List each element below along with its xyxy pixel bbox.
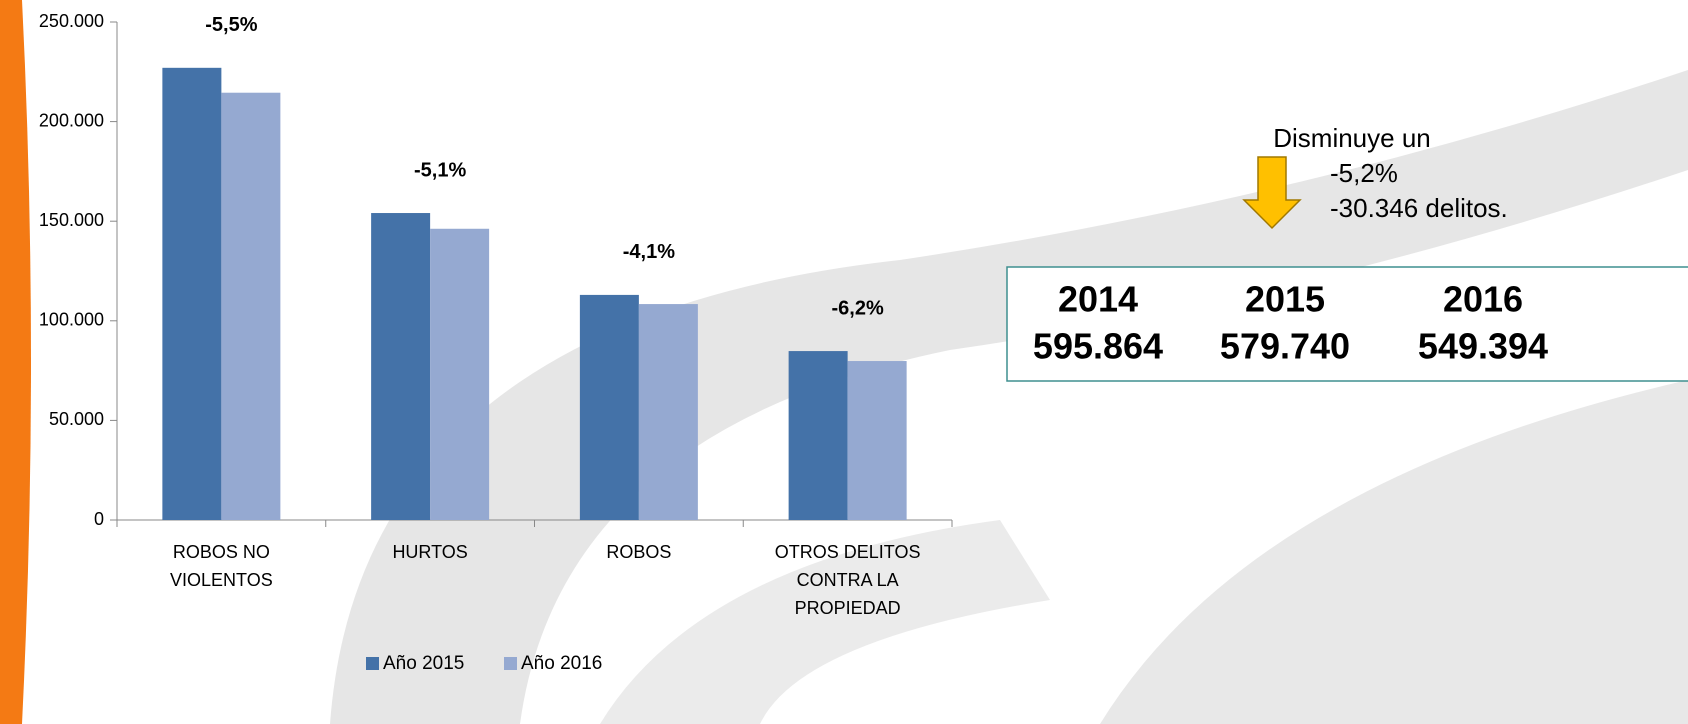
bar: [221, 92, 281, 520]
bar: [788, 351, 848, 520]
bar: [162, 67, 222, 520]
y-tick-label: 0: [94, 509, 104, 529]
y-tick-label: 250.000: [39, 11, 104, 31]
bar: [638, 304, 698, 520]
annotation-line: -5,2%: [1330, 158, 1398, 188]
legend-swatch: [366, 657, 379, 670]
total-value: 579.740: [1220, 326, 1350, 367]
bg-swirl: [600, 520, 1050, 724]
y-tick-label: 200.000: [39, 110, 104, 130]
legend-swatch: [504, 657, 517, 670]
x-tick-label: HURTOS: [392, 542, 468, 562]
total-value: 549.394: [1418, 326, 1548, 367]
x-tick-label: ROBOS NO VIOLENTOS: [170, 542, 273, 590]
total-year: 2016: [1443, 279, 1523, 320]
bar: [579, 294, 639, 520]
change-label: -5,5%: [205, 14, 257, 36]
annotation-line: -30.346 delitos.: [1330, 193, 1508, 223]
y-tick-label: 100.000: [39, 310, 104, 330]
change-label: -6,2%: [832, 297, 884, 319]
bar: [430, 228, 490, 521]
x-tick-label: OTROS DELITOS CONTRA LA PROPIEDAD: [774, 542, 921, 618]
totals-box: [1006, 266, 1688, 382]
y-tick-label: 50.000: [49, 409, 104, 429]
annotation-text: Disminuye un: [1273, 123, 1431, 153]
total-year: 2015: [1245, 279, 1325, 320]
bar: [847, 361, 907, 520]
y-tick-label: 150.000: [39, 210, 104, 230]
bar: [371, 213, 431, 520]
total-value: 595.864: [1033, 326, 1163, 367]
change-label: -4,1%: [623, 241, 675, 263]
change-label: -5,1%: [414, 159, 466, 181]
orange-edge: [0, 0, 31, 724]
bg-swirl: [330, 70, 1688, 724]
x-tick-label: ROBOS: [606, 542, 672, 562]
down-arrow: [1242, 156, 1302, 230]
legend-label: Año 2015: [383, 653, 464, 674]
bg-swirl: [1100, 380, 1688, 724]
legend-label: Año 2016: [521, 653, 602, 674]
total-year: 2014: [1058, 279, 1138, 320]
